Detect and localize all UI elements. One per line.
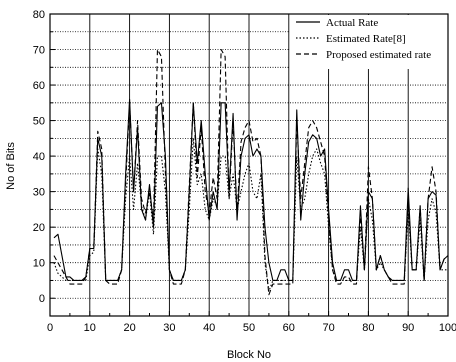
x-tick-label: 90 bbox=[402, 322, 414, 334]
y-tick-label: 60 bbox=[33, 80, 45, 92]
legend-box bbox=[290, 15, 446, 69]
axis-ticks: 0 10 20 30 40 50 60 70 80 90 100 0 10 20 30 40 50 60 70 80 bbox=[33, 9, 456, 334]
series-layer bbox=[53, 48, 449, 296]
y-axis-title: No of Bits bbox=[5, 142, 17, 190]
series-line-proposed-rate bbox=[53, 48, 449, 296]
legend-label-estimated: Estimated Rate[8] bbox=[326, 33, 406, 45]
x-tick-label: 0 bbox=[47, 322, 53, 334]
y-tick-label: 40 bbox=[33, 151, 45, 163]
legend-label-proposed: Proposed estimated rate bbox=[326, 49, 431, 61]
x-tick-label: 70 bbox=[322, 322, 334, 334]
y-tick-label: 0 bbox=[39, 293, 45, 305]
x-tick-label: 100 bbox=[439, 322, 456, 334]
x-tick-label: 40 bbox=[203, 322, 215, 334]
x-tick-label: 50 bbox=[243, 322, 255, 334]
y-tick-label: 10 bbox=[33, 258, 45, 270]
y-tick-label: 20 bbox=[33, 222, 45, 234]
x-tick-label: 10 bbox=[84, 322, 96, 334]
y-tick-label: 80 bbox=[33, 9, 45, 21]
y-tick-label: 30 bbox=[33, 187, 45, 199]
x-tick-label: 60 bbox=[283, 322, 295, 334]
x-tick-label: 30 bbox=[163, 322, 175, 334]
x-tick-label: 20 bbox=[123, 322, 135, 334]
series-line-estimated-rate bbox=[53, 137, 448, 292]
legend-label-actual: Actual Rate bbox=[326, 17, 378, 29]
x-tick-label: 80 bbox=[362, 322, 374, 334]
y-tick-label: 70 bbox=[33, 45, 45, 57]
x-axis-title: Block No bbox=[227, 349, 271, 361]
legend: Actual Rate Estimated Rate[8] Proposed e… bbox=[290, 15, 446, 69]
y-tick-label: 50 bbox=[33, 116, 45, 128]
